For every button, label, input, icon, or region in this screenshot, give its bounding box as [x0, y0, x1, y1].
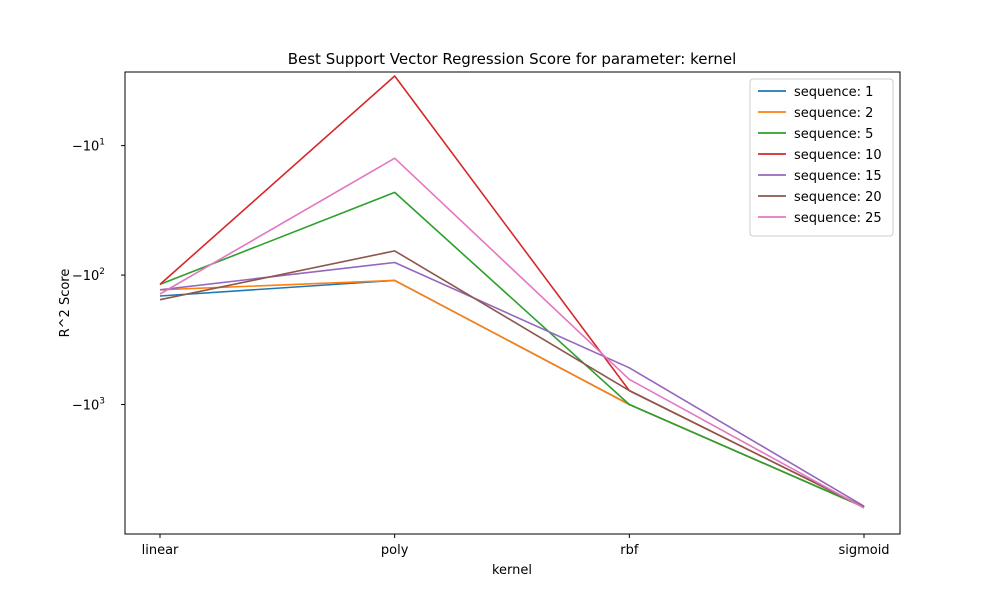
- legend-label: sequence: 5: [794, 127, 873, 142]
- x-tick-label: rbf: [620, 543, 639, 558]
- x-axis: linear poly rbf sigmoid: [142, 534, 890, 558]
- y-tick-label: −101: [72, 138, 105, 155]
- series-line-6: [159, 250, 865, 508]
- x-tick-label: poly: [381, 543, 409, 558]
- x-tick-label: sigmoid: [838, 543, 889, 558]
- y-tick-label: −102: [72, 267, 105, 284]
- plot-frame: [124, 71, 901, 535]
- legend-label: sequence: 20: [794, 190, 882, 205]
- series-line-7: [159, 157, 865, 509]
- y-axis: −101 −102 −103: [72, 138, 125, 414]
- legend-label: sequence: 1: [794, 85, 873, 100]
- y-axis-label: R^2 Score: [58, 269, 73, 338]
- legend-label: sequence: 25: [794, 211, 882, 226]
- x-axis-label: kernel: [492, 563, 532, 578]
- legend-label: sequence: 15: [794, 169, 882, 184]
- legend-label: sequence: 10: [794, 148, 882, 163]
- y-tick-label: −103: [72, 397, 105, 414]
- legend: sequence: 1 sequence: 2 sequence: 5 sequenc…: [749, 78, 894, 237]
- x-tick-label: linear: [142, 543, 179, 558]
- chart-title: Best Support Vector Regression Score for…: [288, 50, 737, 68]
- series-line-3: [159, 191, 865, 508]
- plot-area: [159, 75, 865, 509]
- series-line-5: [159, 261, 865, 507]
- legend-label: sequence: 2: [794, 106, 873, 121]
